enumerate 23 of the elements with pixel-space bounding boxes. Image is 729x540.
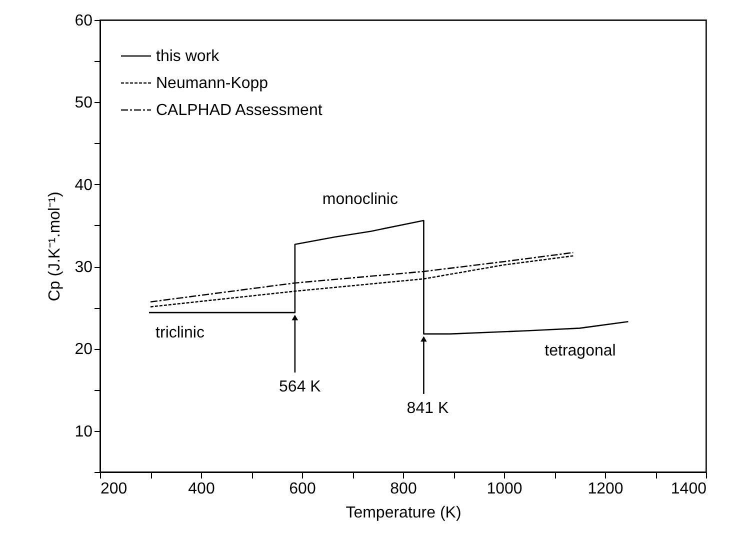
annotation: triclinic — [156, 324, 204, 342]
y-tick-label: 20 — [74, 341, 93, 358]
annotation: monoclinic — [322, 191, 398, 208]
annotation: 841 K — [406, 400, 449, 417]
x-tick-label: 1000 — [486, 480, 522, 498]
x-tick-label: 200 — [100, 480, 128, 498]
x-tick-label: 1200 — [588, 480, 624, 498]
x-axis-title: Temperature (K) — [346, 504, 462, 522]
annotation: tetragonal — [544, 342, 616, 360]
x-tick-label: 1400 — [670, 480, 707, 498]
legend-label: CALPHAD Assessment — [156, 102, 323, 119]
y-tick-label: 10 — [74, 423, 93, 440]
y-tick-label: 50 — [74, 94, 93, 112]
y-tick-label: 40 — [74, 176, 93, 194]
y-tick-label: 60 — [74, 12, 93, 30]
x-tick-label: 800 — [390, 480, 417, 498]
annotation: 564 K — [279, 378, 322, 396]
legend-label: Neumann-Kopp — [156, 75, 268, 92]
y-axis-title: Cp (J.K⁻¹.mol⁻¹) — [46, 192, 64, 302]
y-tick-label: 30 — [74, 259, 93, 276]
x-tick-label: 600 — [289, 480, 316, 498]
x-tick-label: 400 — [188, 480, 215, 498]
legend-label: this work — [156, 48, 220, 65]
